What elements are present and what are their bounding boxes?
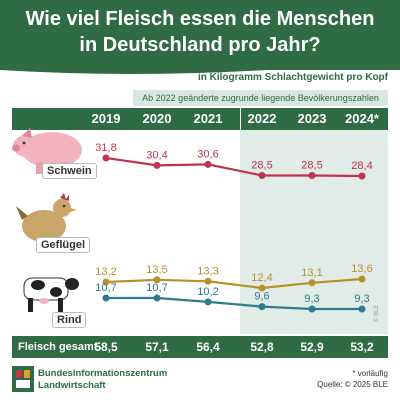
data-label-gefluegel: 12,4 [251,272,272,284]
data-point-schwein [308,172,316,179]
totals-label: Fleisch gesamt [18,341,98,353]
data-point-rind [204,298,212,306]
data-point-rind [102,294,110,302]
year-label: 2023 [297,111,327,126]
data-point-schwein [204,160,212,168]
data-point-gefluegel [358,275,366,283]
data-label-schwein: 28,5 [301,160,322,172]
totals-band [12,336,388,358]
series-line-rind [106,296,362,311]
data-label-gefluegel: 13,1 [301,267,322,279]
data-label-schwein: 28,4 [351,160,372,172]
data-label-schwein: 30,6 [197,148,218,160]
data-point-schwein [153,161,161,169]
data-label-rind: 10,7 [95,282,116,294]
data-point-rind [258,303,266,311]
org-name: Bundesinformationszentrum Landwirtschaft [38,368,168,391]
data-label-schwein: 31,8 [95,142,116,154]
data-point-schwein [258,172,266,179]
shaded-region [240,108,388,334]
data-label-rind: 9,3 [354,293,369,305]
series-line-gefluegel [105,277,363,290]
data-label-gefluegel: 13,2 [95,266,116,278]
total-value: 52,9 [300,340,324,354]
data-point-rind [308,305,316,313]
source-note: Quelle: © 2025 BLE [317,380,388,389]
footnote: * vorläufig Quelle: © 2025 BLE [317,368,388,390]
year-band [12,108,388,130]
chart-title: Wie viel Fleisch essen die Menschen in D… [25,8,375,56]
total-value: 56,4 [196,340,220,354]
data-label-gefluegel: 13,3 [197,265,218,277]
cattle-label: Rind [52,312,87,328]
poultry-label: Geflügel [36,237,91,253]
total-value: 53,2 [350,340,374,354]
data-point-gefluegel [308,279,316,287]
total-value: 58,5 [94,340,118,354]
data-label-rind: 9,6 [254,291,269,303]
data-point-gefluegel [258,284,266,292]
series-line-schwein [105,156,363,178]
cow-icon [23,277,79,312]
year-label: 2019 [91,111,121,126]
data-point-rind [358,305,366,313]
ble-logo-icon [12,366,34,392]
year-label: 2022 [247,111,277,126]
data-label-schwein: 30,4 [146,149,167,161]
total-value: 52,8 [250,340,274,354]
header-wave [0,52,400,74]
year-separator [240,108,241,130]
data-point-schwein [358,172,366,180]
data-label-schwein: 28,5 [251,160,272,172]
data-label-gefluegel: 13,6 [351,263,372,275]
total-value: 57,1 [145,340,169,354]
chart-subtitle: in Kilogramm Schlachtgewicht pro Kopf [197,72,388,83]
pig-label: Schwein [42,163,97,179]
image-credit: © BLE [374,304,380,322]
data-point-gefluegel [204,277,212,285]
data-point-gefluegel [102,278,110,286]
year-label: 2021 [193,111,223,126]
data-label-gefluegel: 13,5 [146,264,167,276]
data-label-rind: 9,3 [304,293,319,305]
chicken-icon [16,193,77,242]
data-label-rind: 10,7 [146,282,167,294]
data-point-gefluegel [153,276,161,284]
population-note: Ab 2022 geänderte zugrunde liegende Bevö… [133,90,388,106]
year-label: 2024* [345,111,379,126]
data-point-rind [153,294,161,302]
preliminary-note: * vorläufig [352,369,388,378]
data-point-schwein [102,154,110,162]
year-label: 2020 [142,111,172,126]
data-label-rind: 10,2 [197,286,218,298]
